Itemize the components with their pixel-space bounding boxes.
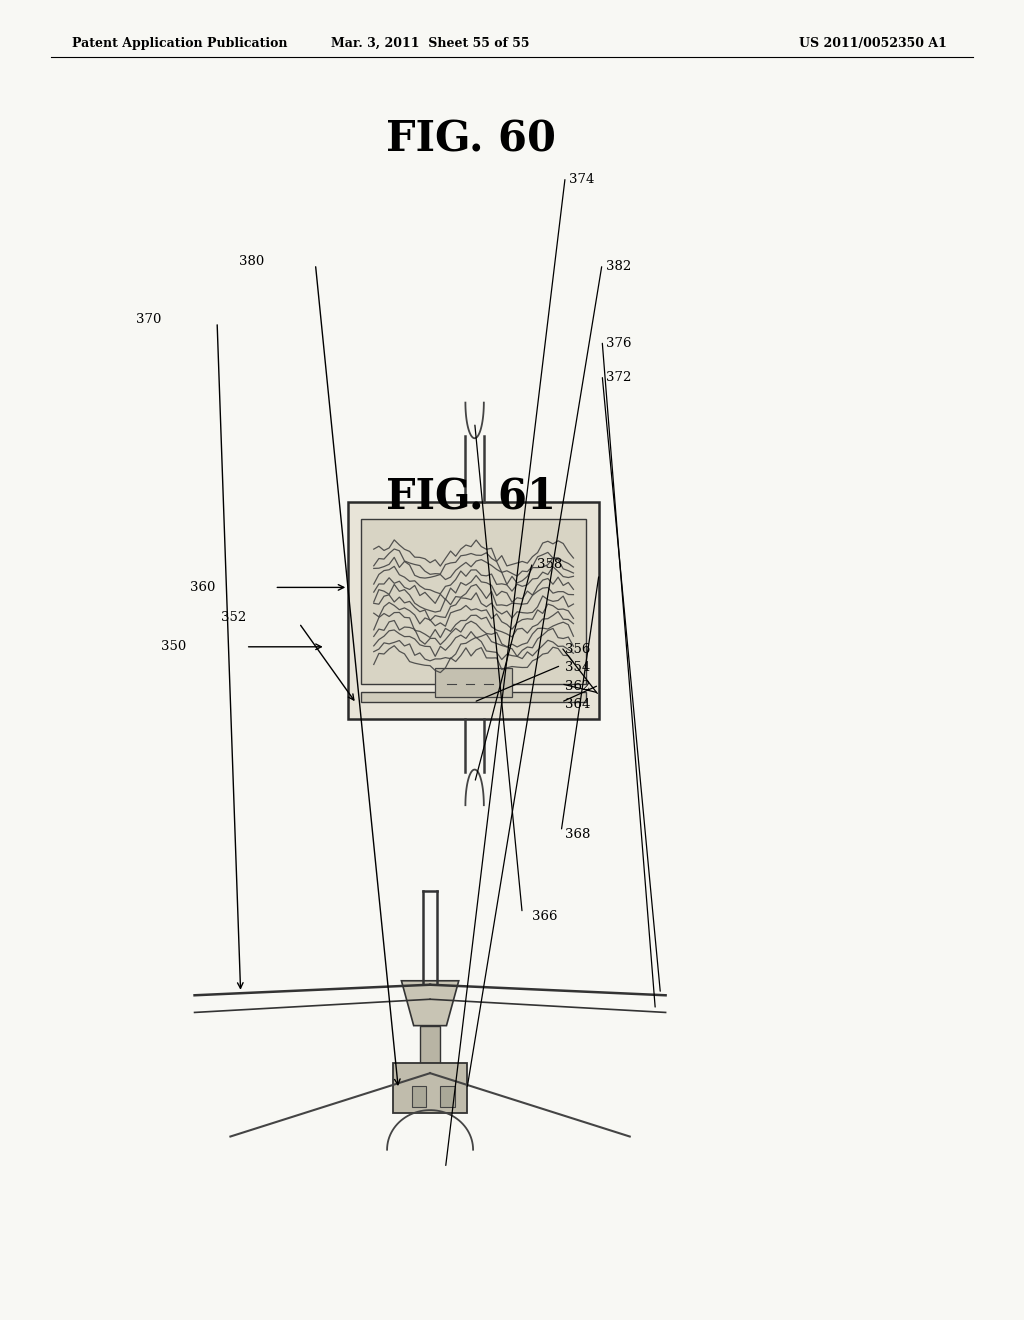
Text: 372: 372 [606,371,632,384]
Bar [420,1026,440,1063]
Text: 362: 362 [565,680,591,693]
Text: 370: 370 [136,313,162,326]
Text: US 2011/0052350 A1: US 2011/0052350 A1 [799,37,946,50]
Text: 356: 356 [565,643,591,656]
Bar [361,692,586,702]
Text: 352: 352 [220,611,246,624]
Text: 380: 380 [239,255,264,268]
Text: FIG. 61: FIG. 61 [386,475,556,517]
Text: Mar. 3, 2011  Sheet 55 of 55: Mar. 3, 2011 Sheet 55 of 55 [331,37,529,50]
Bar [412,1086,426,1107]
Text: 382: 382 [606,260,632,273]
Bar [435,668,512,697]
Text: 368: 368 [565,828,591,841]
Bar [348,502,599,719]
Polygon shape [401,981,459,1026]
Text: 376: 376 [606,337,632,350]
Text: 350: 350 [161,640,186,653]
Text: 364: 364 [565,698,591,711]
Bar [440,1086,455,1107]
Bar [361,519,586,684]
Text: FIG. 60: FIG. 60 [386,119,556,161]
Text: 358: 358 [537,558,562,572]
Text: 360: 360 [189,581,215,594]
Text: 354: 354 [565,661,591,675]
Bar [393,1063,467,1113]
Text: 374: 374 [569,173,595,186]
Text: Patent Application Publication: Patent Application Publication [72,37,287,50]
Text: 366: 366 [532,909,558,923]
